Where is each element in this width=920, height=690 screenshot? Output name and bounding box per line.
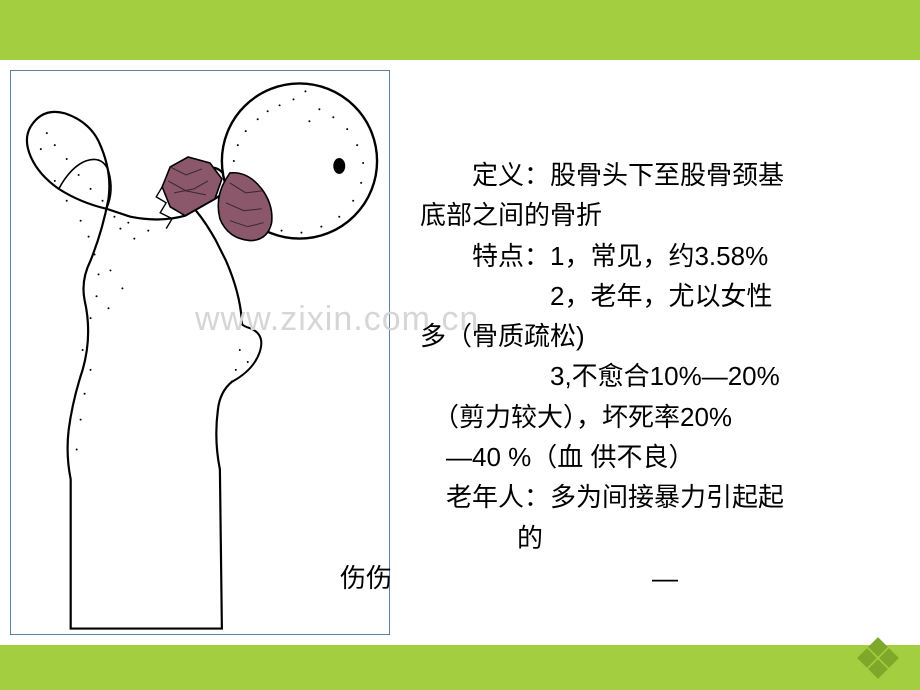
text-line: 定义：股骨头下至股骨颈基 <box>420 155 900 195</box>
text-line: 3,不愈合10%—20% <box>420 356 900 396</box>
text-line: 特点：1，常见，约3.58% <box>420 236 900 276</box>
text-line: 老年人：多为间接暴力引起起 <box>420 477 900 517</box>
slide: www.zixin.com.cn 定义：股骨头下至股骨颈基 底部之间的骨折 特点… <box>0 0 920 690</box>
text-line: 伤伤 — <box>340 558 900 598</box>
text-line: —40 %（血 供不良） <box>420 437 900 477</box>
text-line: 的 <box>160 518 900 558</box>
body-text: 定义：股骨头下至股骨颈基 底部之间的骨折 特点：1，常见，约3.58% 2，老年… <box>420 155 900 598</box>
text-line: 2，老年，尤以女性 <box>420 276 900 316</box>
text-line: 多（骨质疏松) <box>420 316 900 356</box>
text-line: （剪力较大），坏死率20% <box>420 397 900 437</box>
text-line: 底部之间的骨折 <box>420 195 900 235</box>
corner-diamond-icon <box>860 640 898 678</box>
